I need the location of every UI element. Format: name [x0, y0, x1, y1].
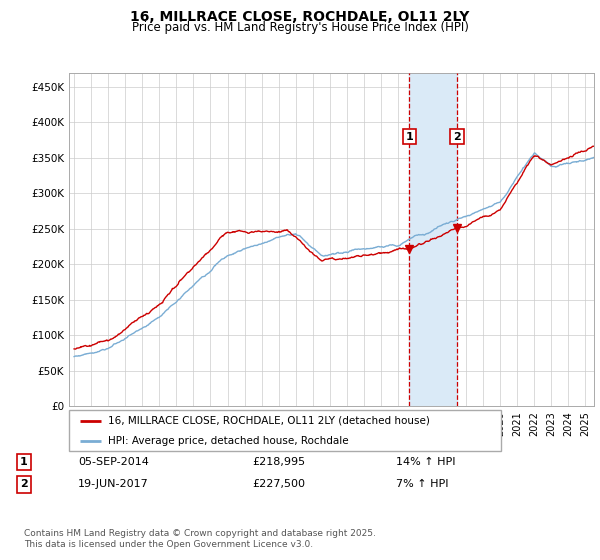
Text: 1: 1: [20, 457, 28, 467]
Text: Contains HM Land Registry data © Crown copyright and database right 2025.
This d: Contains HM Land Registry data © Crown c…: [24, 529, 376, 549]
Bar: [409, 73, 457, 406]
Text: 05-SEP-2014: 05-SEP-2014: [78, 457, 149, 467]
Text: 19-JUN-2017: 19-JUN-2017: [78, 479, 149, 489]
Text: £218,995: £218,995: [252, 457, 305, 467]
Text: HPI: Average price, detached house, Rochdale: HPI: Average price, detached house, Roch…: [108, 436, 349, 446]
Text: 1: 1: [406, 132, 413, 142]
Text: 16, MILLRACE CLOSE, ROCHDALE, OL11 2LY: 16, MILLRACE CLOSE, ROCHDALE, OL11 2LY: [130, 10, 470, 24]
Text: Price paid vs. HM Land Registry's House Price Index (HPI): Price paid vs. HM Land Registry's House …: [131, 21, 469, 34]
Text: 2: 2: [453, 132, 461, 142]
Text: 16, MILLRACE CLOSE, ROCHDALE, OL11 2LY (detached house): 16, MILLRACE CLOSE, ROCHDALE, OL11 2LY (…: [108, 416, 430, 426]
Text: 14% ↑ HPI: 14% ↑ HPI: [396, 457, 455, 467]
Text: £227,500: £227,500: [252, 479, 305, 489]
Text: 2: 2: [20, 479, 28, 489]
Text: 7% ↑ HPI: 7% ↑ HPI: [396, 479, 449, 489]
